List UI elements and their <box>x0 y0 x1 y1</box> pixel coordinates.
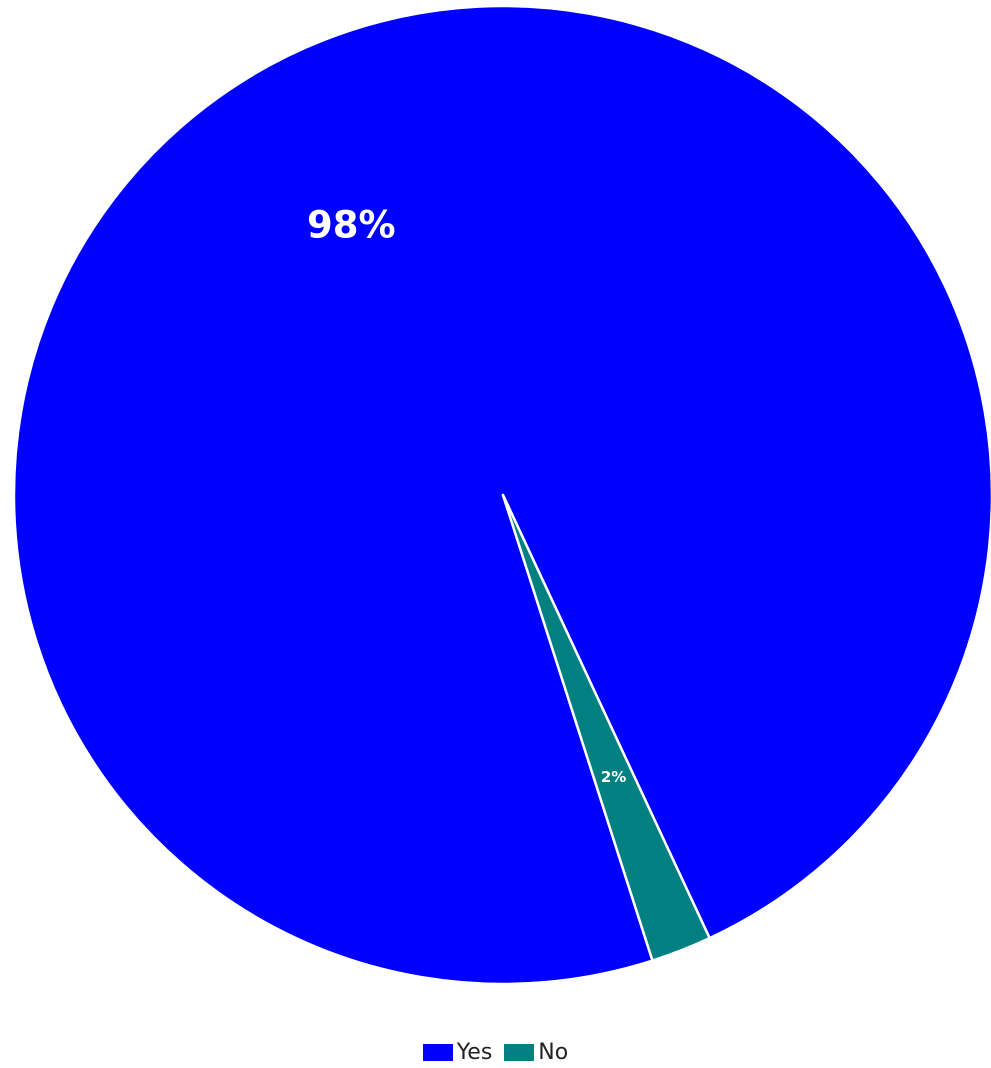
data-label-yes: 98% <box>307 203 396 246</box>
legend-label-no: No <box>538 1040 569 1065</box>
legend-swatch-yes <box>422 1044 453 1061</box>
legend-label-yes: Yes <box>456 1040 493 1065</box>
pie-slices <box>12 4 991 986</box>
pie-data-labels: 98% 2% <box>307 203 626 785</box>
legend-swatch-no <box>504 1044 535 1061</box>
chart-legend: Yes No <box>0 1040 991 1065</box>
legend-item-no: No <box>504 1040 568 1065</box>
data-label-no: 2% <box>601 768 626 786</box>
legend-item-yes: Yes <box>422 1040 493 1065</box>
pie-slice-no <box>501 493 711 962</box>
